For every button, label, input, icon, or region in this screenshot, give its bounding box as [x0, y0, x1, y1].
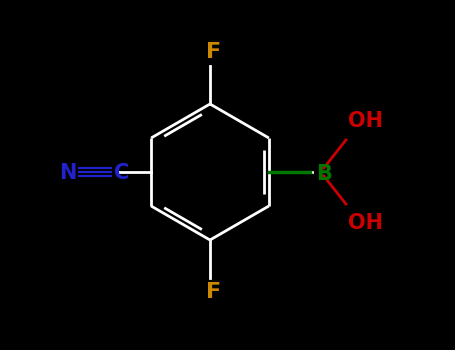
Text: OH: OH — [348, 213, 383, 233]
Text: OH: OH — [348, 111, 383, 131]
Text: F: F — [206, 282, 221, 302]
Text: N: N — [59, 163, 76, 183]
Text: B: B — [316, 164, 332, 184]
Text: F: F — [206, 42, 221, 62]
Text: C: C — [114, 163, 129, 183]
